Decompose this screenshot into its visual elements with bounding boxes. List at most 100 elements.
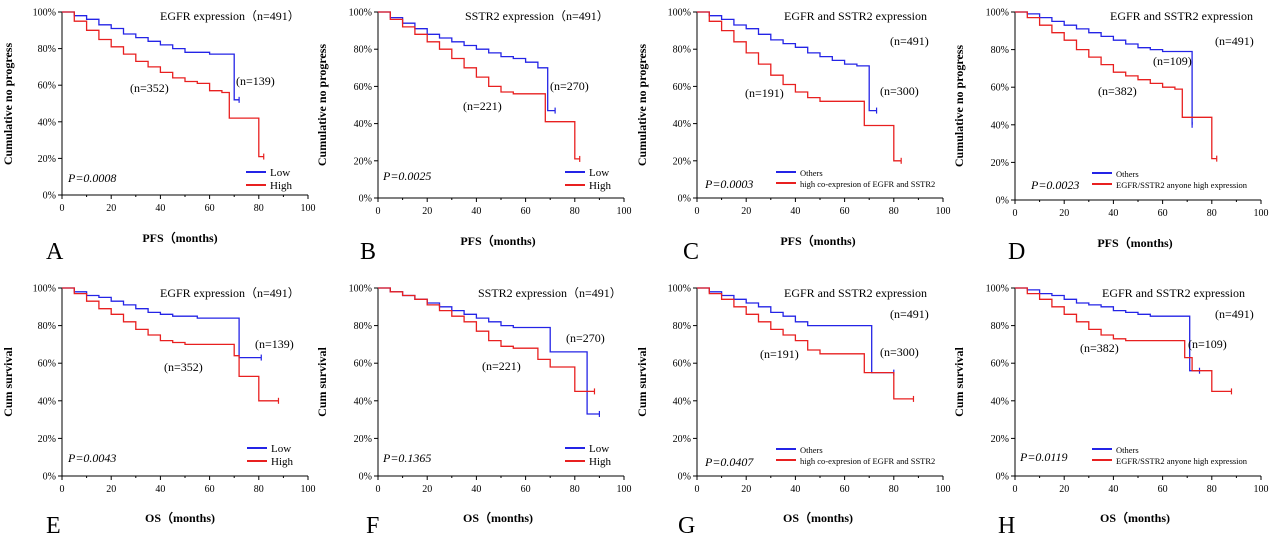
x-axis-label: OS（months): [783, 510, 853, 525]
x-tick-label: 0: [60, 484, 65, 495]
y-tick-label: 40%: [673, 119, 691, 130]
x-axis-label: PFS（months): [1097, 235, 1172, 250]
y-tick-label: 80%: [991, 321, 1009, 332]
series-line-blue: [1015, 287, 1200, 372]
n-total-label: (n=491): [890, 34, 929, 48]
y-tick-label: 100%: [33, 284, 56, 295]
n-label: (n=300): [880, 84, 919, 98]
series-line-blue: [1015, 11, 1193, 125]
x-tick-label: 0: [695, 206, 700, 217]
panel-d: 0 20 40 60 80 100 0% 20% 40% 60% 80% 100% EGFR and S…: [952, 8, 1269, 266]
x-tick-label: 80: [254, 203, 264, 214]
series-line-blue: [378, 11, 556, 112]
legend-label: High: [271, 456, 294, 468]
x-tick-label: 60: [1158, 208, 1168, 219]
y-tick-label: 40%: [991, 120, 1009, 131]
x-tick-label: 80: [570, 484, 580, 495]
legend-label: High: [589, 456, 612, 468]
x-tick-label: 40: [471, 206, 481, 217]
series-line-red: [378, 287, 595, 393]
y-tick-label: 100%: [986, 8, 1009, 19]
panel-letter: H: [998, 513, 1015, 539]
y-axis-label: Cum survival: [952, 347, 966, 417]
p-value: P=0.1365: [382, 451, 431, 465]
y-tick-label: 80%: [354, 45, 372, 56]
chart-title: EGFR and SSTR2 expression: [1102, 286, 1245, 300]
x-tick-label: 40: [790, 484, 800, 495]
x-tick-label: 100: [617, 484, 632, 495]
panel-letter: C: [683, 239, 699, 265]
legend-label: Low: [270, 167, 290, 179]
y-tick-label: 80%: [38, 321, 56, 332]
x-tick-label: 0: [60, 203, 65, 214]
series-line-blue: [697, 11, 877, 112]
x-tick-label: 100: [617, 206, 632, 217]
y-tick-label: 100%: [986, 284, 1009, 295]
y-tick-label: 20%: [38, 154, 56, 165]
n-total-label: (n=491): [1215, 307, 1254, 321]
x-tick-label: 80: [889, 484, 899, 495]
chart-title: EGFR expression（n=491）: [160, 286, 300, 300]
y-axis-label: Cumulative no progress: [635, 44, 649, 167]
n-label: (n=352): [164, 360, 203, 374]
y-tick-label: 80%: [991, 45, 1009, 56]
panel-letter: B: [360, 239, 376, 265]
x-tick-label: 40: [471, 484, 481, 495]
y-tick-label: 20%: [673, 434, 691, 445]
chart-title: SSTR2 expression（n=491）: [465, 9, 609, 23]
n-label: (n=139): [236, 74, 275, 88]
x-tick-label: 0: [1013, 484, 1018, 495]
legend-label: Low: [589, 443, 609, 455]
y-tick-label: 0%: [996, 472, 1009, 483]
x-tick-label: 60: [205, 484, 215, 495]
p-value: P=0.0119: [1019, 450, 1068, 464]
series-line-blue: [62, 287, 262, 359]
y-tick-label: 60%: [354, 82, 372, 93]
y-tick-label: 0%: [678, 472, 691, 483]
x-tick-label: 20: [422, 484, 432, 495]
legend-label: Others: [1116, 445, 1139, 455]
legend-label: high co-expresion of EGFR and SSTR2: [800, 456, 935, 466]
panel-a: 0 20 40 60 80 100 0% 20% 40% 60% 80% 100% EGFR expre…: [1, 8, 316, 266]
x-tick-label: 100: [301, 203, 316, 214]
chart-title: SSTR2 expression（n=491）: [478, 286, 622, 300]
y-tick-label: 60%: [354, 359, 372, 370]
y-tick-label: 80%: [38, 44, 56, 55]
n-label: (n=109): [1153, 54, 1192, 68]
panel-h: 0 20 40 60 80 100 0% 20% 40% 60% 80% 100% EGFR and S…: [952, 284, 1269, 539]
x-tick-label: 20: [741, 206, 751, 217]
series-line-blue: [62, 11, 240, 101]
p-value: P=0.0003: [704, 177, 753, 191]
legend-label: EGFR/SSTR2 anyone high expression: [1116, 456, 1248, 466]
x-tick-label: 100: [1254, 208, 1269, 219]
y-tick-label: 0%: [678, 194, 691, 205]
series-line-red: [1015, 287, 1232, 393]
legend-label: Others: [800, 445, 823, 455]
p-value: P=0.0023: [1030, 178, 1079, 192]
x-tick-label: 20: [1059, 484, 1069, 495]
y-tick-label: 40%: [354, 396, 372, 407]
y-axis-label: Cumulative no progress: [1, 43, 15, 166]
x-tick-label: 20: [1059, 208, 1069, 219]
p-value: P=0.0407: [704, 455, 754, 469]
y-tick-label: 60%: [38, 81, 56, 92]
x-axis-label: PFS（months): [780, 233, 855, 248]
y-tick-label: 100%: [33, 8, 56, 19]
y-tick-label: 60%: [673, 82, 691, 93]
y-tick-label: 20%: [991, 434, 1009, 445]
x-tick-label: 60: [1158, 484, 1168, 495]
n-label: (n=300): [880, 345, 919, 359]
series-line-red: [62, 11, 264, 158]
y-tick-label: 40%: [354, 119, 372, 130]
x-tick-label: 100: [936, 484, 951, 495]
panel-letter: E: [46, 513, 61, 539]
series-line-blue: [697, 287, 894, 374]
y-tick-label: 20%: [354, 434, 372, 445]
p-value: P=0.0025: [382, 169, 431, 183]
y-tick-label: 80%: [673, 45, 691, 56]
